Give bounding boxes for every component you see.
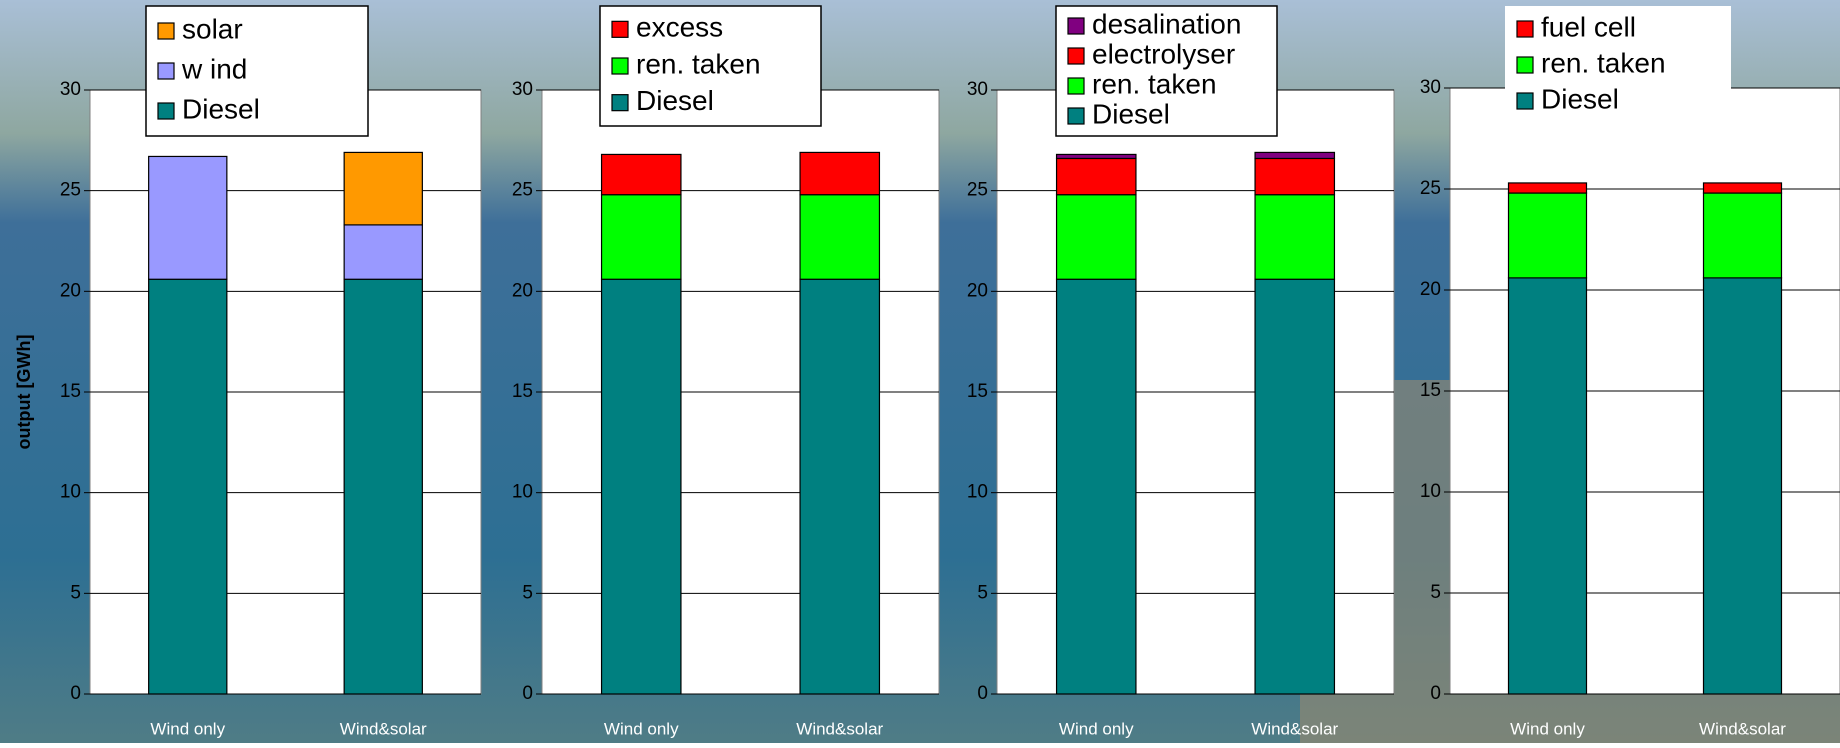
bar-segment — [1254, 151, 1336, 160]
y-tick-label: 5 — [70, 582, 81, 603]
bar-segment — [1254, 157, 1336, 196]
legend-label: desalination — [1092, 8, 1241, 39]
bar-segment — [148, 278, 228, 695]
legend-label: excess — [636, 12, 723, 43]
legend-box — [599, 5, 822, 127]
bar-segment — [1254, 278, 1336, 695]
legend-box — [1055, 5, 1278, 137]
legend-label: ren. taken — [1092, 68, 1217, 99]
y-axis-label: output [GWh] — [14, 335, 34, 450]
y-tick-label: 25 — [512, 180, 533, 201]
y-tick-label: 10 — [967, 482, 988, 503]
bar-segment — [1055, 194, 1137, 280]
y-tick-label: 5 — [977, 582, 988, 603]
y-tick-label: 10 — [60, 482, 81, 503]
legend-label: ren. taken — [1541, 47, 1666, 78]
y-tick-label: 15 — [512, 381, 533, 402]
legend-box — [145, 5, 369, 137]
bar-segment — [1055, 153, 1137, 160]
y-tick-label: 10 — [1420, 481, 1441, 502]
legend-label: solar — [182, 13, 243, 44]
bar-segment — [343, 151, 423, 226]
legend-swatch — [611, 94, 629, 112]
legend-swatch — [1067, 17, 1085, 35]
bar-segment — [1507, 182, 1588, 194]
bar-segment — [1254, 194, 1336, 280]
y-tick-label: 5 — [1430, 582, 1441, 603]
x-tick-label: Wind only — [150, 719, 225, 738]
y-tick-label: 20 — [1420, 279, 1441, 300]
y-tick-label: 20 — [60, 280, 81, 301]
y-tick-label: 0 — [70, 683, 81, 704]
y-tick-label: 0 — [522, 683, 533, 704]
legend-swatch — [1516, 56, 1534, 74]
legend-swatch — [157, 62, 175, 80]
legend-label: Diesel — [1092, 98, 1170, 129]
y-tick-label: 25 — [1420, 178, 1441, 199]
legend-swatch — [157, 22, 175, 40]
bar-segment — [1507, 192, 1588, 279]
y-tick-label: 20 — [512, 280, 533, 301]
bar-segment — [600, 153, 682, 196]
x-tick-label: Wind only — [604, 719, 679, 738]
legend-swatch — [1516, 92, 1534, 110]
y-tick-label: 30 — [512, 79, 533, 100]
y-tick-label: 10 — [512, 482, 533, 503]
legend-swatch — [1516, 20, 1534, 38]
legend-swatch — [157, 102, 175, 120]
x-tick-label: Wind only — [1059, 719, 1134, 738]
bar-segment — [1702, 277, 1783, 695]
bar-segment — [799, 151, 881, 196]
bar-segment — [343, 278, 423, 695]
legend-label: Diesel — [636, 85, 714, 116]
bar-segment — [600, 278, 682, 695]
legend-label: fuel cell — [1541, 11, 1636, 42]
y-tick-label: 30 — [60, 79, 81, 100]
legend-label: Diesel — [182, 93, 260, 124]
x-tick-label: Wind&solar — [340, 719, 427, 738]
y-tick-label: 30 — [967, 79, 988, 100]
legend-swatch — [611, 20, 629, 38]
x-tick-label: Wind&solar — [796, 719, 883, 738]
legend-swatch — [1067, 47, 1085, 65]
bar-segment — [799, 194, 881, 280]
y-tick-label: 15 — [967, 381, 988, 402]
bar-segment — [148, 155, 228, 280]
legend-label: electrolyser — [1092, 38, 1235, 69]
legend-swatch — [611, 57, 629, 75]
x-tick-label: Wind&solar — [1251, 719, 1338, 738]
y-tick-label: 0 — [977, 683, 988, 704]
bar-segment — [1507, 277, 1588, 695]
y-tick-label: 25 — [60, 180, 81, 201]
bar-segment — [1055, 278, 1137, 695]
y-tick-label: 20 — [967, 280, 988, 301]
legend-label: w ind — [181, 53, 247, 84]
x-tick-label: Wind&solar — [1699, 719, 1786, 738]
legend-swatch — [1067, 107, 1085, 125]
legend-box — [1505, 6, 1731, 124]
y-tick-label: 25 — [967, 180, 988, 201]
legend-label: Diesel — [1541, 83, 1619, 114]
bar-segment — [799, 278, 881, 695]
bar-segment — [343, 224, 423, 280]
bar-segment — [1702, 182, 1783, 194]
bar-segment — [1702, 192, 1783, 279]
y-tick-label: 0 — [1430, 683, 1441, 704]
y-tick-label: 15 — [60, 381, 81, 402]
legend-swatch — [1067, 77, 1085, 95]
y-tick-label: 15 — [1420, 380, 1441, 401]
y-tick-label: 5 — [522, 582, 533, 603]
x-tick-label: Wind only — [1510, 719, 1585, 738]
y-tick-label: 30 — [1420, 77, 1441, 98]
legend-label: ren. taken — [636, 48, 761, 79]
bar-segment — [600, 194, 682, 280]
bar-segment — [1055, 157, 1137, 196]
